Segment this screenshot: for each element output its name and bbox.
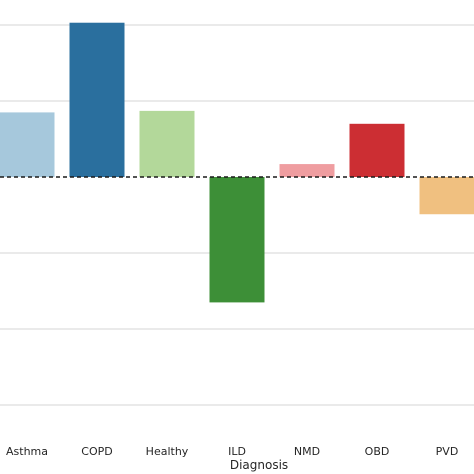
x-tick-labels: Asthma COPD Healthy ILD NMD OBD PVD — [6, 445, 458, 458]
x-tick-label-ild: ILD — [228, 445, 246, 458]
bar-pvd — [419, 177, 474, 215]
bar-layer — [0, 22, 474, 303]
x-tick-label-healthy: Healthy — [146, 445, 189, 458]
x-tick-label-obd: OBD — [365, 445, 390, 458]
x-tick-label-pvd: PVD — [436, 445, 459, 458]
bar-asthma — [0, 112, 55, 177]
bar-ild — [209, 177, 265, 303]
bar-nmd — [279, 164, 335, 177]
x-axis-label: Diagnosis — [230, 458, 288, 472]
bar-healthy — [139, 110, 195, 177]
bar-copd — [69, 22, 125, 177]
x-tick-label-copd: COPD — [81, 445, 112, 458]
x-tick-label-nmd: NMD — [294, 445, 320, 458]
bar-obd — [349, 123, 405, 177]
x-tick-label-asthma: Asthma — [6, 445, 48, 458]
